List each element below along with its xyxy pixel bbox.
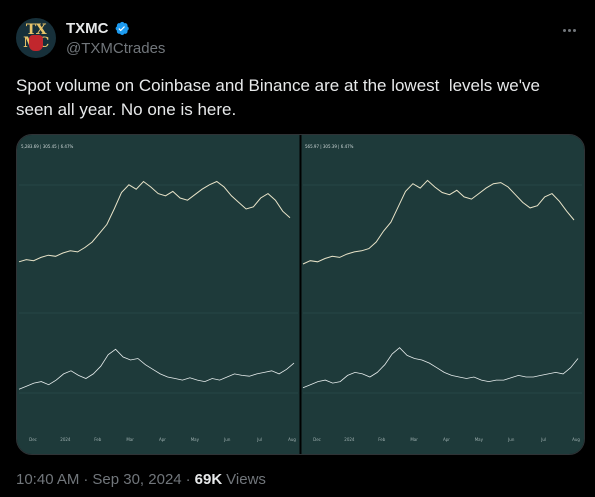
x-tick-label: Dec bbox=[313, 437, 321, 442]
meta-separator: · bbox=[185, 471, 191, 488]
x-tick-label: Dec bbox=[29, 437, 37, 442]
author-names: TXMC @TXMCtrades bbox=[66, 19, 166, 58]
x-tick-label: Jul bbox=[256, 437, 262, 442]
price-line bbox=[18, 180, 291, 263]
x-tick-label: Jun bbox=[223, 437, 231, 442]
price-line bbox=[302, 179, 575, 265]
display-name-row: TXMC bbox=[66, 19, 165, 37]
x-tick-label: Apr bbox=[443, 437, 450, 442]
display-name[interactable]: TXMC bbox=[66, 19, 109, 37]
panel-header-label: 5,283.69 | 305.45 | 6.47% bbox=[21, 144, 73, 149]
volume-chart-image: 5,283.69 | 305.45 | 6.47% Dec 2024 Feb Mar Ap… bbox=[17, 135, 584, 454]
x-tick-label: 2024 bbox=[60, 437, 71, 442]
views-label: Views bbox=[226, 471, 266, 488]
author-handle[interactable]: @TXMCtrades bbox=[66, 40, 166, 57]
x-tick-label: Aug bbox=[572, 437, 580, 442]
x-tick-label: Feb bbox=[378, 437, 386, 442]
panel-header-label: 565.97 | 305.39 | 6.47% bbox=[305, 144, 354, 149]
volume-line bbox=[18, 348, 295, 390]
avatar[interactable]: TXMC bbox=[16, 18, 56, 58]
verified-badge-icon bbox=[115, 21, 129, 35]
tweet-text: Spot volume on Coinbase and Binance are … bbox=[16, 76, 545, 119]
tweet-date[interactable]: Sep 30, 2024 bbox=[92, 471, 182, 488]
tweet-header: TXMC TXMC @TXMCtrades bbox=[16, 16, 579, 60]
views-count[interactable]: 69K bbox=[194, 471, 223, 488]
more-dot-icon bbox=[567, 28, 571, 32]
more-options-button[interactable] bbox=[559, 20, 579, 40]
x-tick-label: Mar bbox=[410, 437, 418, 442]
x-tick-label: Jul bbox=[540, 437, 546, 442]
tweet-media-image[interactable]: 5,283.69 | 305.45 | 6.47% Dec 2024 Feb Mar Ap… bbox=[16, 134, 585, 455]
x-tick-label: Feb bbox=[94, 437, 102, 442]
x-tick-label: Jun bbox=[507, 437, 515, 442]
more-dot-icon bbox=[572, 28, 576, 32]
x-tick-label: May bbox=[475, 437, 484, 442]
boxing-glove-icon bbox=[29, 35, 43, 51]
x-tick-label: Mar bbox=[126, 437, 134, 442]
x-tick-label: Apr bbox=[159, 437, 166, 442]
volume-line bbox=[302, 347, 579, 389]
tweet-meta: 10:40 AM · Sep 30, 2024 · 69K Views bbox=[16, 471, 266, 488]
x-tick-label: Aug bbox=[288, 437, 296, 442]
x-tick-label: May bbox=[191, 437, 200, 442]
meta-separator: · bbox=[83, 471, 89, 488]
x-tick-label: 2024 bbox=[344, 437, 355, 442]
tweet-time[interactable]: 10:40 AM bbox=[16, 471, 80, 488]
more-dot-icon bbox=[562, 28, 566, 32]
